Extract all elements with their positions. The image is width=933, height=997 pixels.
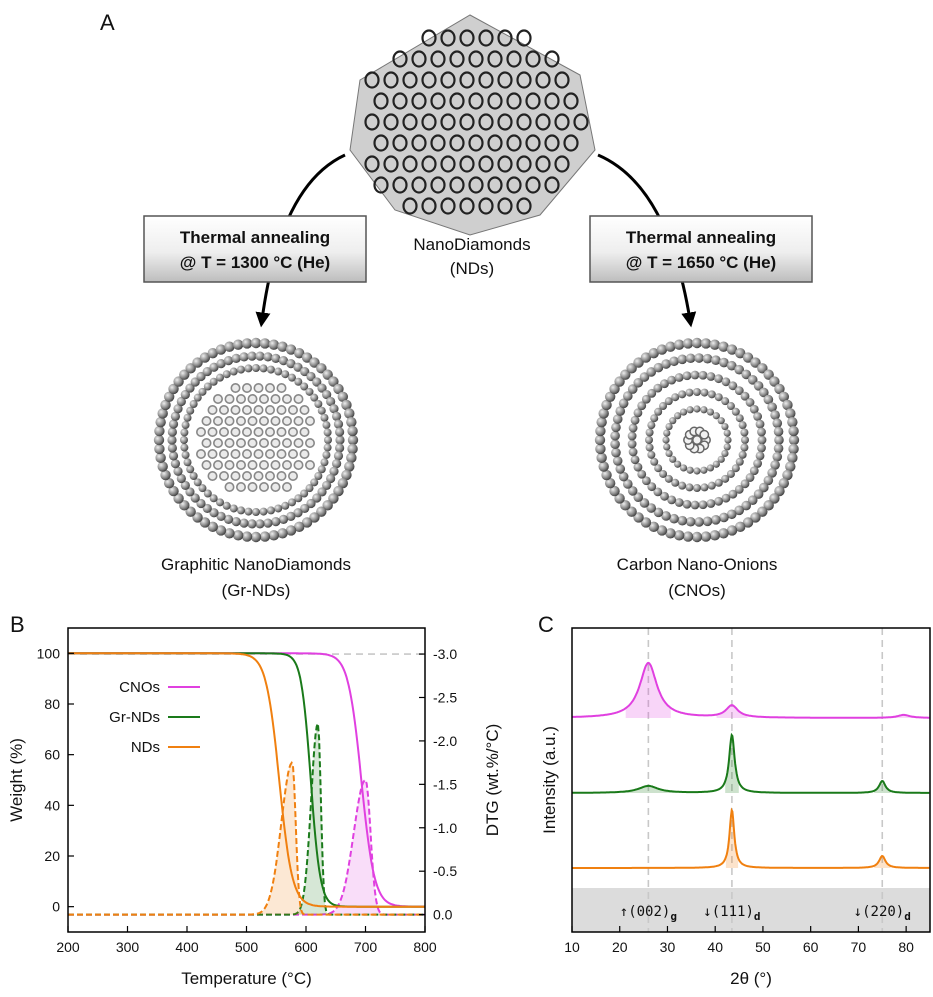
plot-area	[572, 628, 930, 932]
right-annealing-box: Thermal annealing @ T = 1650 °C (He)	[589, 215, 813, 283]
y2-axis-label: DTG (wt.%/°C)	[483, 724, 502, 837]
peak-fill-gr-nds	[725, 735, 739, 793]
plot-frame	[571, 627, 931, 933]
peak-label-subscript: g	[670, 910, 677, 923]
y-tick-label: 60	[44, 747, 60, 763]
x-axis-label: 2θ (°)	[730, 969, 772, 988]
x-tick-label: 80	[898, 939, 914, 955]
x-tick-label: 300	[116, 939, 140, 955]
y2-tick-label: -3.0	[433, 646, 457, 662]
xrd-line-gr-nds	[572, 732, 930, 794]
y2-tick-label: -1.5	[433, 776, 457, 792]
y-tick-label: 0	[52, 899, 60, 915]
x-axis-label: Temperature (°C)	[181, 969, 312, 988]
x-tick-label: 60	[803, 939, 819, 955]
peak-fill-cnos	[716, 705, 748, 718]
peak-label: ↓(111)d	[703, 904, 760, 923]
label-band	[572, 888, 930, 932]
x-tick-label: 70	[851, 939, 867, 955]
panel-c-letter: C	[538, 612, 554, 637]
y2-tick-label: -0.5	[433, 863, 457, 879]
panel-a-letter: A	[100, 10, 115, 35]
graphitic-nanodiamond-image	[153, 337, 359, 543]
carbon-nano-onion-image	[594, 337, 800, 543]
gr-nds-caption-1: Graphitic NanoDiamonds	[161, 555, 351, 574]
y-tick-label: 80	[44, 696, 60, 712]
peak-fill-gr-nds	[874, 781, 891, 793]
plot-area	[68, 628, 425, 932]
xrd-line-nds	[572, 807, 930, 869]
right-box-line-2: @ T = 1650 °C (He)	[626, 253, 776, 272]
x-tick-label: 700	[354, 939, 378, 955]
x-tick-label: 400	[175, 939, 199, 955]
x-tick-label: 200	[56, 939, 80, 955]
nanodiamonds-label-2: (NDs)	[450, 259, 494, 278]
y-axis-label: Weight (%)	[7, 738, 26, 822]
peak-label-subscript: d	[754, 910, 761, 923]
right-arrow	[597, 153, 697, 328]
peak-label-subscript: d	[904, 910, 911, 923]
x-tick-label: 20	[612, 939, 628, 955]
y-tick-label: 40	[44, 797, 60, 813]
legend-label-nds: NDs	[131, 739, 160, 756]
cnos-caption-2: (CNOs)	[668, 581, 726, 600]
gr-nds-caption-2: (Gr-NDs)	[222, 581, 291, 600]
panel-c-xrd-chart: C ↑(002)g ↓(111)d ↓(220)d 10 20 30 40 50 60 70 80 2…	[538, 612, 931, 988]
legend-label-cnos: CNOs	[119, 679, 160, 696]
peak-fill-cnos	[625, 662, 671, 718]
panel-b-tga-chart: B 200 300 400 500 600 700 800 0 20 40 60 80 100 0.0 -0…	[7, 612, 502, 988]
panel-b-letter: B	[10, 612, 25, 637]
panel-a: A Thermal annealing @ T = 1300 °C (He) T…	[100, 10, 813, 600]
x-tick-label: 50	[755, 939, 771, 955]
nanodiamonds-label-1: NanoDiamonds	[413, 235, 530, 254]
nanodiamond-lattice-image	[349, 14, 596, 236]
peak-fill-nds	[725, 810, 739, 868]
x-tick-label: 10	[564, 939, 580, 955]
weight-line-nds	[68, 652, 425, 908]
y-tick-label: 20	[44, 848, 60, 864]
x-tick-label: 30	[660, 939, 676, 955]
y-tick-label: 100	[37, 645, 61, 661]
peak-label: ↓(220)d	[854, 904, 911, 923]
y2-tick-label: -2.0	[433, 733, 457, 749]
peak-label: ↑(002)g	[620, 904, 677, 923]
x-tick-label: 800	[413, 939, 437, 955]
y2-tick-label: 0.0	[433, 907, 453, 923]
peak-fill-gr-nds	[622, 785, 675, 793]
x-tick-label: 500	[235, 939, 259, 955]
y-axis-label: Intensity (a.u.)	[540, 726, 559, 834]
x-tick-label: 600	[294, 939, 318, 955]
cnos-caption-1: Carbon Nano-Onions	[617, 555, 778, 574]
y2-tick-label: -1.0	[433, 820, 457, 836]
legend-label-gr-nds: Gr-NDs	[109, 709, 160, 726]
dtg-line-nds	[68, 761, 425, 916]
right-box-line-1: Thermal annealing	[626, 228, 776, 247]
y2-tick-label: -2.5	[433, 689, 457, 705]
left-box-line-2: @ T = 1300 °C (He)	[180, 253, 330, 272]
left-box-line-1: Thermal annealing	[180, 228, 330, 247]
x-tick-label: 40	[707, 939, 723, 955]
dtg-fill-cnos	[68, 780, 425, 915]
xrd-line-cnos	[571, 661, 930, 719]
left-annealing-box: Thermal annealing @ T = 1300 °C (He)	[143, 215, 367, 283]
peak-fill-nds	[874, 856, 891, 868]
left-arrow	[255, 153, 346, 328]
